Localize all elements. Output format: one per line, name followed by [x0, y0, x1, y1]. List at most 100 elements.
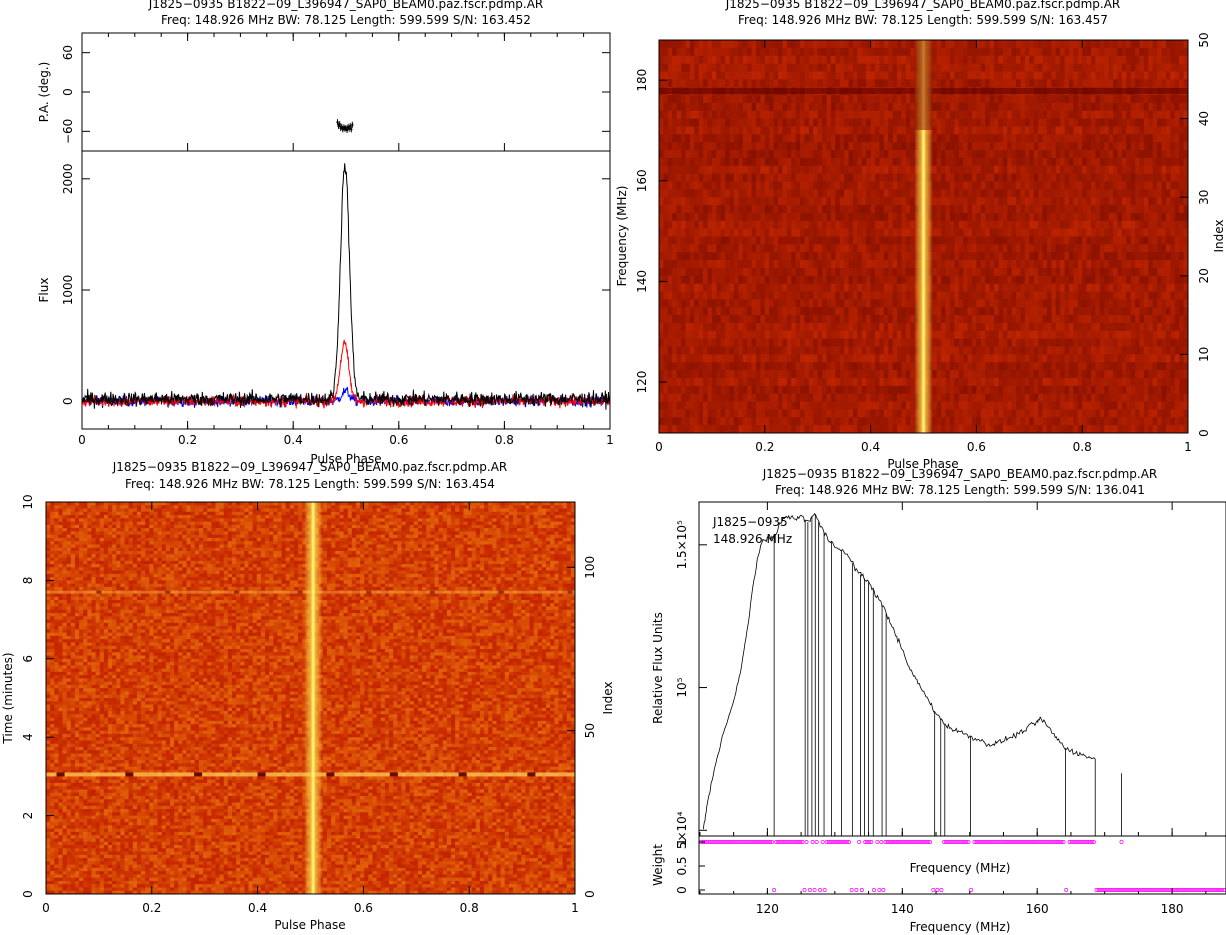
- fp-cell: [1029, 205, 1035, 214]
- fp-cell: [711, 283, 717, 292]
- fp-cell: [888, 110, 894, 119]
- fp-cell: [936, 102, 942, 112]
- fp-cell: [760, 173, 766, 182]
- fp-cell: [1148, 346, 1154, 355]
- fp-cell: [689, 267, 695, 277]
- fp-cell: [764, 220, 770, 230]
- fp-cell: [694, 260, 700, 269]
- fp-cell: [1143, 291, 1149, 300]
- fp-cell: [1073, 55, 1079, 64]
- fp-cell: [1139, 118, 1145, 127]
- fp-cell: [883, 220, 889, 230]
- fp-cell: [1121, 150, 1127, 159]
- fp-cell: [1174, 71, 1180, 80]
- fp-cell: [980, 197, 986, 206]
- fp-cell: [733, 63, 739, 72]
- fp-cell: [954, 346, 960, 355]
- fp-cell: [879, 55, 885, 64]
- fp-cell: [1139, 55, 1145, 64]
- fp-cell: [1121, 346, 1127, 355]
- fp-cell: [1051, 307, 1057, 316]
- fp-cell: [720, 330, 726, 340]
- fp-cell: [707, 299, 713, 308]
- fp-cell: [936, 205, 942, 214]
- fp-cell: [963, 346, 968, 355]
- fp-cell: [883, 173, 889, 182]
- fp-cell: [1016, 205, 1021, 214]
- fp-cell: [839, 55, 845, 64]
- fp-cell: [866, 275, 871, 285]
- fp-cell: [1042, 142, 1048, 151]
- fp-cell: [1073, 157, 1079, 167]
- fp-cell: [861, 102, 867, 112]
- fp-cell: [1126, 134, 1132, 143]
- fp-cell: [716, 47, 722, 57]
- fp-cell: [949, 354, 955, 363]
- fp-cell: [778, 220, 783, 230]
- fp-cell: [1135, 260, 1140, 269]
- fp-cell: [1104, 157, 1110, 167]
- fp-cell: [698, 157, 704, 167]
- fp-cell: [1121, 236, 1127, 245]
- fp-cell: [826, 252, 832, 261]
- fp-cell: [751, 63, 757, 72]
- fp-cell: [1002, 283, 1008, 292]
- fp-cell: [667, 307, 673, 316]
- fp-cell: [980, 346, 986, 355]
- fp-cell: [659, 79, 664, 88]
- fp-cell: [782, 134, 788, 143]
- fp-cell: [963, 307, 968, 316]
- fp-cell: [822, 102, 827, 112]
- fp-cell: [1068, 244, 1074, 253]
- fp-cell: [1139, 63, 1145, 72]
- fp-cell: [716, 165, 722, 175]
- fp-cell: [1117, 197, 1123, 206]
- fp-cell: [989, 165, 995, 175]
- fp-cell: [1077, 346, 1083, 355]
- fp-cell: [835, 267, 841, 277]
- fp-cell: [742, 260, 748, 269]
- fp-cell: [949, 228, 955, 237]
- fp-cell: [738, 260, 744, 269]
- fp-cell: [1161, 330, 1167, 340]
- fp-cell: [1016, 315, 1021, 324]
- fp-cell: [1113, 181, 1118, 190]
- fp-cell: [1051, 244, 1057, 253]
- fp-cell: [826, 40, 832, 49]
- fp-cell: [760, 220, 766, 230]
- fp-cell: [1002, 338, 1008, 347]
- fp-cell: [949, 291, 955, 300]
- fp-cell: [694, 291, 700, 300]
- fp-cell: [958, 142, 964, 151]
- fp-cell: [703, 228, 708, 237]
- fp-cell: [1157, 110, 1162, 119]
- fp-cell: [1077, 212, 1083, 222]
- fp-cell: [711, 322, 717, 332]
- fp-cell: [875, 197, 880, 206]
- fp-cell: [1117, 275, 1123, 285]
- fp-cell: [963, 165, 968, 175]
- fp-cell: [852, 181, 858, 190]
- fp-cell: [1077, 79, 1083, 88]
- fp-cell: [703, 307, 708, 316]
- fp-cell: [1143, 338, 1149, 347]
- fp-cell: [1002, 299, 1008, 308]
- fp-cell: [729, 126, 735, 135]
- fp-cell: [795, 283, 801, 292]
- fp-cell: [725, 102, 730, 112]
- fp-cell: [1038, 322, 1043, 332]
- fp-cell: [1174, 315, 1180, 324]
- fp-cell: [817, 63, 823, 72]
- fp-cell: [985, 283, 991, 292]
- fp-cell: [800, 150, 805, 159]
- fp-cell: [1143, 181, 1149, 190]
- fp-cell: [1073, 307, 1079, 316]
- fp-cell: [883, 307, 889, 316]
- fp-cell: [738, 338, 744, 347]
- fp-cell: [936, 330, 942, 340]
- fp-cell: [958, 260, 964, 269]
- fp-cell: [941, 299, 946, 308]
- fp-cell: [1130, 299, 1136, 308]
- fp-cell: [1117, 110, 1123, 119]
- fp-cell: [835, 322, 841, 332]
